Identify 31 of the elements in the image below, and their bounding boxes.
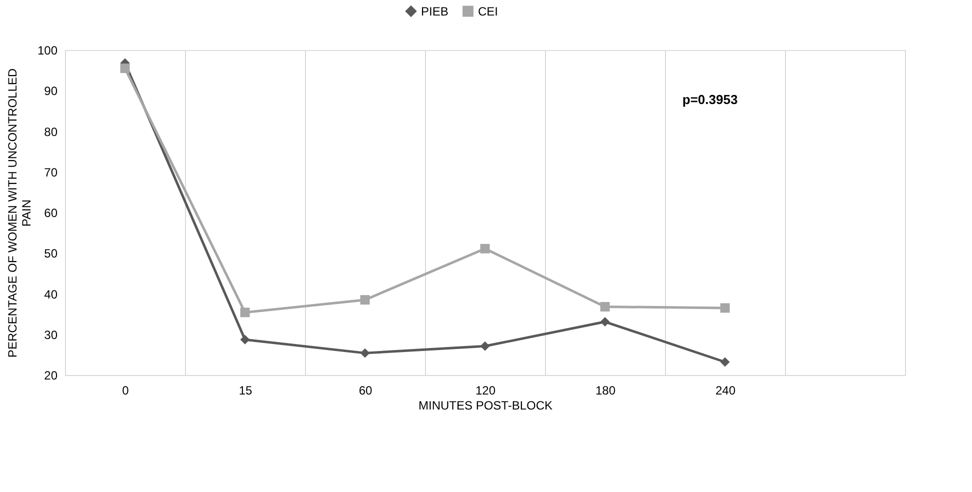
- x-tick-label: 240: [715, 384, 736, 398]
- y-tick-label: 70: [44, 165, 58, 180]
- x-tick-label: 120: [475, 384, 496, 398]
- x-tick-label: 15: [238, 384, 252, 398]
- point: [600, 317, 610, 327]
- x-axis-title: MINUTES POST-BLOCK: [418, 398, 553, 412]
- x-tick-label: 60: [358, 384, 372, 398]
- point: [240, 334, 250, 344]
- x-tick-label: 0: [122, 384, 130, 398]
- point: [360, 348, 370, 358]
- y-tick-label: 50: [44, 246, 58, 261]
- y-axis-title: PERCENTAGE OF WOMEN WITH UNCONTROLLED PAIN: [5, 68, 34, 358]
- x-tick-label: 180: [595, 384, 616, 398]
- y-tick-label: 20: [44, 368, 58, 382]
- y-tick-label: 100: [37, 44, 58, 58]
- y-tick-label: 40: [44, 287, 58, 302]
- point: [600, 302, 610, 312]
- legend-label: CEI: [478, 4, 498, 18]
- y-tick-label: 90: [44, 84, 58, 98]
- annotation: p=0.3953: [682, 92, 738, 107]
- y-tick-label: 30: [44, 328, 58, 342]
- point: [480, 341, 490, 351]
- point: [120, 64, 130, 74]
- point: [240, 308, 250, 318]
- point: [720, 357, 730, 367]
- point: [480, 244, 490, 254]
- y-tick-label: 80: [44, 124, 58, 139]
- y-tick-label: 60: [44, 206, 58, 220]
- point: [720, 303, 730, 313]
- legend-label: PIEB: [421, 4, 448, 18]
- point: [360, 295, 370, 305]
